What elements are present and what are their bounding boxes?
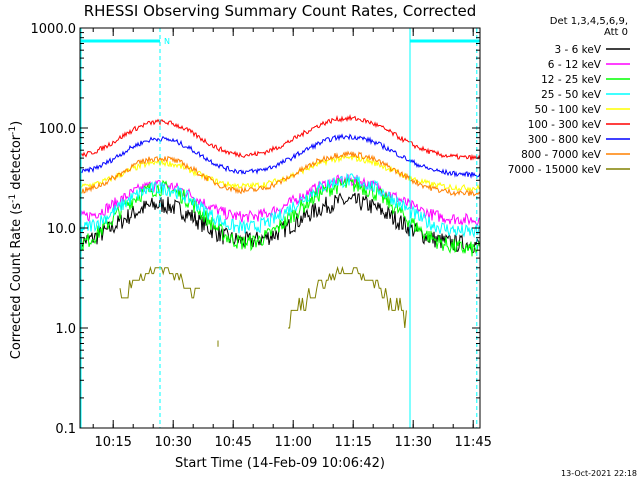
ylabel-part-1: Corrected Count Rate (s [9,203,24,360]
series-line-800-7000 [79,150,481,197]
legend-label: 7000 - 15000 keV [508,164,602,176]
x-tick-label: 11:45 [454,435,491,450]
legend-label: 300 - 800 keV [528,134,602,146]
footer-timestamp: 13-Oct-2021 22:18 [561,469,637,478]
svg-text:Corrected Count Rate (s-1 dete: Corrected Count Rate (s-1 detector-1) [8,121,24,359]
y-tick-label: 1000.0 [31,22,77,37]
legend-label: 25 - 50 keV [541,89,602,101]
ylabel-exp-1: -1 [8,194,18,203]
legend-header-1: Det 1,3,4,5,6,9, [550,16,628,27]
legend-label: 100 - 300 keV [528,119,602,131]
x-tick-label: 10:45 [214,435,251,450]
series-line-50-100 [79,154,481,192]
series-line-100-300 [79,114,481,161]
plot-frame [79,27,481,429]
x-tick-label: 11:00 [274,435,311,450]
x-axis-label: Start Time (14-Feb-09 10:06:42) [175,456,385,471]
series-line-25-50 [79,172,481,239]
legend-label: 3 - 6 keV [554,44,601,56]
legend-label: 50 - 100 keV [534,104,601,116]
ylabel-part-2: detector [9,134,24,194]
x-tick-label: 10:15 [94,435,131,450]
y-tick-label: 0.1 [55,422,76,437]
y-tick-label: 100.0 [39,122,76,137]
night-label: N [164,37,170,46]
chart-title: RHESSI Observing Summary Count Rates, Co… [84,2,477,20]
y-tick-label: 1.0 [55,322,76,337]
x-tick-label: 11:30 [394,435,431,450]
legend-label: 800 - 7000 keV [521,149,602,161]
ylabel-part-3: ) [9,121,24,126]
y-axis-label: Corrected Count Rate (s-1 detector-1) [8,121,24,359]
legend: Det 1,3,4,5,6,9,Att 03 - 6 keV 6 - 12 keV… [508,16,630,176]
x-tick-label: 11:15 [334,435,371,450]
y-tick-label: 10.0 [47,222,76,237]
series-line-12-25 [79,177,481,257]
x-tick-label: 10:30 [154,435,191,450]
legend-label: 12 - 25 keV [541,74,602,86]
ylabel-exp-2: -1 [8,126,18,135]
legend-label: 6 - 12 keV [548,59,602,71]
legend-header-2: Att 0 [604,27,628,38]
series-line-300-800 [79,133,481,179]
series-line-7000-15000 [119,265,407,347]
